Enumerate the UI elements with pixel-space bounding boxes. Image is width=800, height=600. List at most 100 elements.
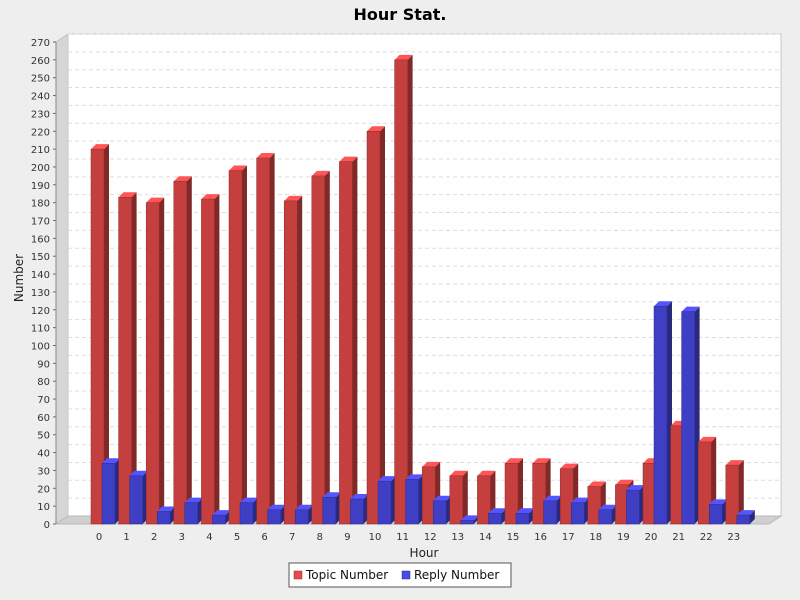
bar-top — [91, 144, 109, 150]
y-tick-label: 230 — [31, 109, 50, 120]
bar-side — [352, 156, 358, 524]
bar-top — [284, 195, 303, 201]
bar-topic-number — [587, 486, 602, 525]
bar-topic-number — [228, 170, 243, 525]
y-axis-title: Number — [12, 254, 26, 302]
y-tick-label: 80 — [37, 377, 50, 388]
bar-topic-number — [532, 463, 546, 525]
left-wall — [55, 33, 69, 525]
bar-top — [560, 463, 579, 469]
bar-topic-number — [339, 161, 353, 525]
bar-side — [324, 170, 330, 524]
bar-top — [311, 170, 330, 176]
y-tick-label: 220 — [31, 127, 50, 138]
y-tick-label: 120 — [31, 306, 50, 317]
bar-reply-number — [267, 509, 281, 525]
bar-top — [736, 510, 755, 516]
bar-top — [322, 492, 341, 498]
bar-top — [571, 497, 590, 503]
x-tick-label: 19 — [617, 532, 630, 543]
bar-top — [267, 504, 286, 510]
bar-topic-number — [504, 463, 519, 525]
bar-side — [749, 510, 755, 524]
bar-top — [256, 153, 275, 159]
bar-top — [626, 485, 645, 491]
bar-side — [269, 153, 275, 524]
bar-reply-number — [488, 513, 502, 525]
x-tick-label: 16 — [534, 532, 547, 543]
bar-top — [709, 499, 728, 505]
y-tick-label: 90 — [37, 359, 50, 370]
y-tick-label: 140 — [31, 270, 50, 281]
x-tick-label: 22 — [700, 532, 713, 543]
y-tick-label: 180 — [31, 199, 50, 210]
x-tick-label: 13 — [451, 532, 464, 543]
bar-reply-number — [681, 311, 695, 525]
y-tick-label: 30 — [37, 466, 50, 477]
bar-topic-number — [697, 441, 712, 525]
y-tick-label: 130 — [31, 288, 50, 299]
bar-topic-number — [477, 475, 491, 525]
bar-top — [587, 481, 606, 487]
bar-top — [339, 156, 358, 162]
y-tick-label: 170 — [31, 217, 50, 228]
bar-top — [505, 458, 523, 464]
bar-top — [173, 176, 192, 182]
bar-side — [297, 195, 303, 525]
y-tick-label: 260 — [31, 56, 50, 67]
bar-topic-number — [311, 175, 326, 525]
bar-topic-number — [173, 180, 188, 525]
bar-top — [725, 460, 744, 466]
x-tick-label: 14 — [479, 532, 492, 543]
bar-reply-number — [653, 305, 668, 525]
chart-title: Hour Stat. — [354, 5, 447, 24]
y-tick-label: 70 — [37, 395, 50, 406]
x-tick-label: 3 — [179, 532, 185, 543]
y-tick-label: 50 — [37, 431, 50, 442]
y-tick-label: 10 — [37, 502, 50, 513]
bar-top — [422, 461, 441, 467]
bar-top — [615, 479, 634, 485]
bar-top — [201, 194, 220, 200]
bar-reply-number — [101, 463, 116, 525]
bar-reply-number — [543, 500, 557, 525]
bar-top — [681, 306, 700, 312]
x-tick-label: 20 — [645, 532, 658, 543]
bar-top — [229, 165, 247, 171]
x-tick-label: 17 — [562, 532, 575, 543]
bar-top — [394, 54, 413, 60]
bar-side — [518, 458, 523, 524]
bar-reply-number — [322, 496, 337, 525]
bar-top — [698, 436, 717, 442]
bar-top — [460, 515, 479, 521]
x-tick-label: 4 — [206, 532, 212, 543]
x-axis-title: Hour — [410, 546, 439, 560]
bar-side — [380, 126, 385, 524]
x-tick-label: 12 — [424, 532, 437, 543]
y-tick-label: 60 — [37, 413, 50, 424]
y-tick-label: 160 — [31, 234, 50, 245]
x-tick-label: 0 — [96, 532, 102, 543]
bar-topic-number — [366, 131, 381, 525]
bar-topic-number — [725, 464, 740, 525]
bar-reply-number — [377, 480, 392, 525]
y-tick-label: 100 — [31, 341, 50, 352]
y-tick-label: 150 — [31, 252, 50, 263]
bar-side — [131, 192, 137, 525]
x-tick-label: 7 — [289, 532, 295, 543]
bar-top — [433, 495, 452, 501]
plot-area: 0102030405060708090100110120130140150160… — [31, 33, 783, 543]
y-tick-label: 40 — [37, 449, 50, 460]
bar-topic-number — [449, 475, 464, 525]
bar-side — [159, 197, 165, 524]
y-tick-label: 0 — [44, 520, 50, 531]
bar-top — [543, 495, 562, 501]
legend-box — [288, 562, 512, 588]
bar-top — [184, 497, 203, 503]
bar-reply-number — [598, 509, 613, 525]
bar-top — [212, 510, 231, 516]
bar-reply-number — [212, 514, 226, 525]
y-tick-label: 200 — [31, 163, 50, 174]
